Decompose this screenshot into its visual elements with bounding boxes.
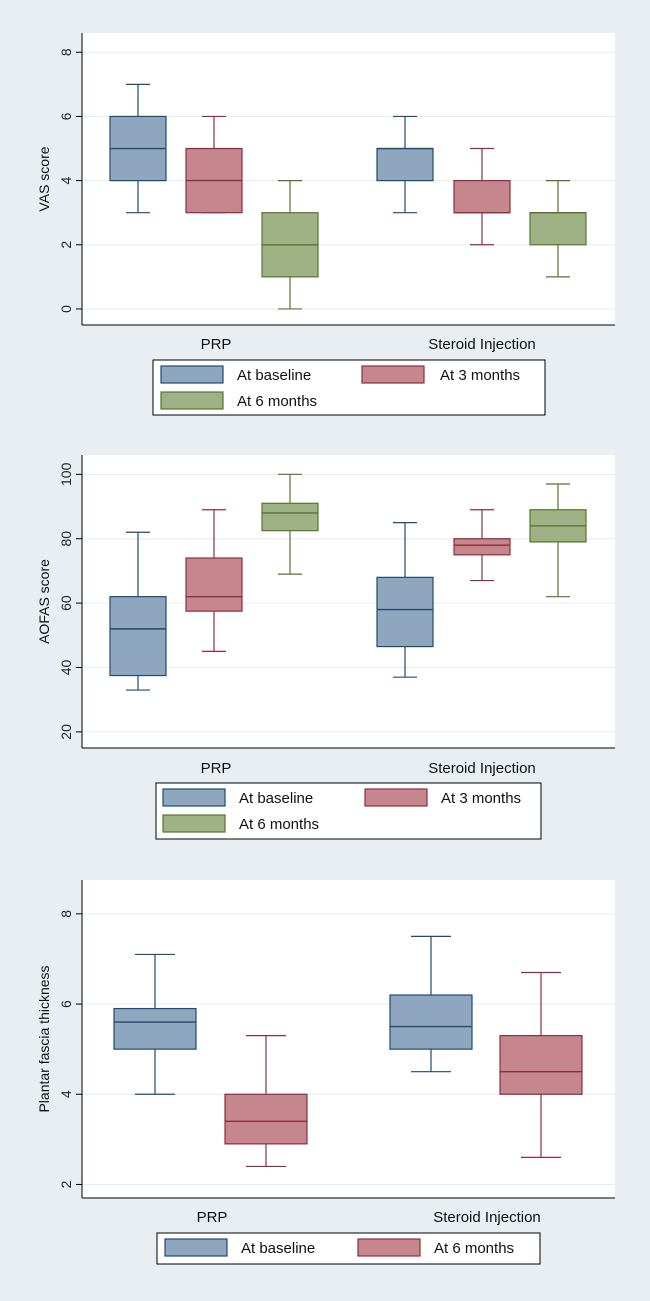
y-tick-label: 6 [58,1000,74,1008]
iqr-box [389,994,473,1050]
legend-label: At 6 months [237,393,317,410]
iqr-box [376,147,434,182]
box-m6-steroid [529,180,587,278]
y-tick-label: 0 [58,305,74,313]
chart-panel-1: 0 2 4 6 8 VAS score PRP Steroid Injection At bas… [36,33,615,416]
legend-swatch [160,391,224,410]
box-m3-steroid [499,971,583,1159]
chart-panel-3: 2 4 6 8 Plantar fascia thickness PRP Steroid I… [36,880,615,1265]
y-tick-label: 60 [58,595,74,611]
box-m6-prp [261,473,319,575]
legend-swatch [361,365,425,384]
box-baseline-steroid [376,522,434,678]
iqr-box [185,557,243,612]
y-tick-label: 4 [58,177,74,185]
legend: At baseline At 3 months At 6 months [155,782,542,840]
y-tick-label: 4 [58,1090,74,1098]
y-axis-label: VAS score [36,146,52,211]
legend-swatch [364,788,428,807]
box-baseline-prp [113,953,197,1095]
y-tick-label: 40 [58,660,74,676]
category-label: Steroid Injection [428,336,536,353]
box-m3-steroid [453,509,511,582]
legend-label: At 6 months [434,1240,514,1257]
iqr-box [499,1035,583,1095]
box-m3-prp [185,115,243,214]
legend-label: At 3 months [440,367,520,384]
legend-label: At baseline [239,790,313,807]
box-baseline-prp [109,83,167,214]
legend-label: At 3 months [441,790,521,807]
box-m6-prp [261,180,319,310]
legend-swatch [162,788,226,807]
y-tick-label: 8 [58,910,74,918]
y-tick-label: 8 [58,48,74,56]
box-baseline-steroid [389,935,473,1073]
box-m3-prp [185,509,243,653]
legend-swatch [160,365,224,384]
legend-swatch [162,814,226,833]
box-m3-prp [224,1035,308,1168]
y-tick-label: 2 [58,1180,74,1188]
legend: At baseline At 3 months At 6 months [152,359,546,416]
iqr-box [113,1007,197,1050]
box-m6-steroid [529,483,587,598]
box-baseline-steroid [376,115,434,214]
y-tick-label: 20 [58,724,74,740]
y-tick-label: 6 [58,112,74,120]
iqr-box [453,538,511,556]
iqr-box [261,502,319,532]
plot-area [82,455,615,748]
y-axis-label: AOFAS score [36,559,52,644]
iqr-box [453,180,511,214]
y-tick-label: 2 [58,241,74,249]
legend-label: At baseline [237,367,311,384]
chart-panel-2: 20 40 60 80 100 AOFAS score PRP Steroid Injecti… [36,455,615,840]
plot-area [82,33,615,325]
legend-swatch [164,1238,228,1257]
category-label: Steroid Injection [433,1209,541,1226]
legend-label: At baseline [241,1240,315,1257]
category-label: PRP [201,760,232,777]
category-label: PRP [201,336,232,353]
y-tick-label: 100 [58,462,74,486]
category-label: PRP [197,1209,228,1226]
y-axis-label: Plantar fascia thickness [36,965,52,1112]
legend: At baseline At 6 months [156,1232,541,1265]
box-m3-steroid [453,147,511,246]
legend-label: At 6 months [239,816,319,833]
box-baseline-prp [109,531,167,691]
iqr-box [529,212,587,246]
legend-swatch [357,1238,421,1257]
iqr-box [224,1093,308,1145]
iqr-box [109,596,167,677]
iqr-box [376,576,434,648]
category-label: Steroid Injection [428,760,536,777]
y-tick-label: 80 [58,531,74,547]
